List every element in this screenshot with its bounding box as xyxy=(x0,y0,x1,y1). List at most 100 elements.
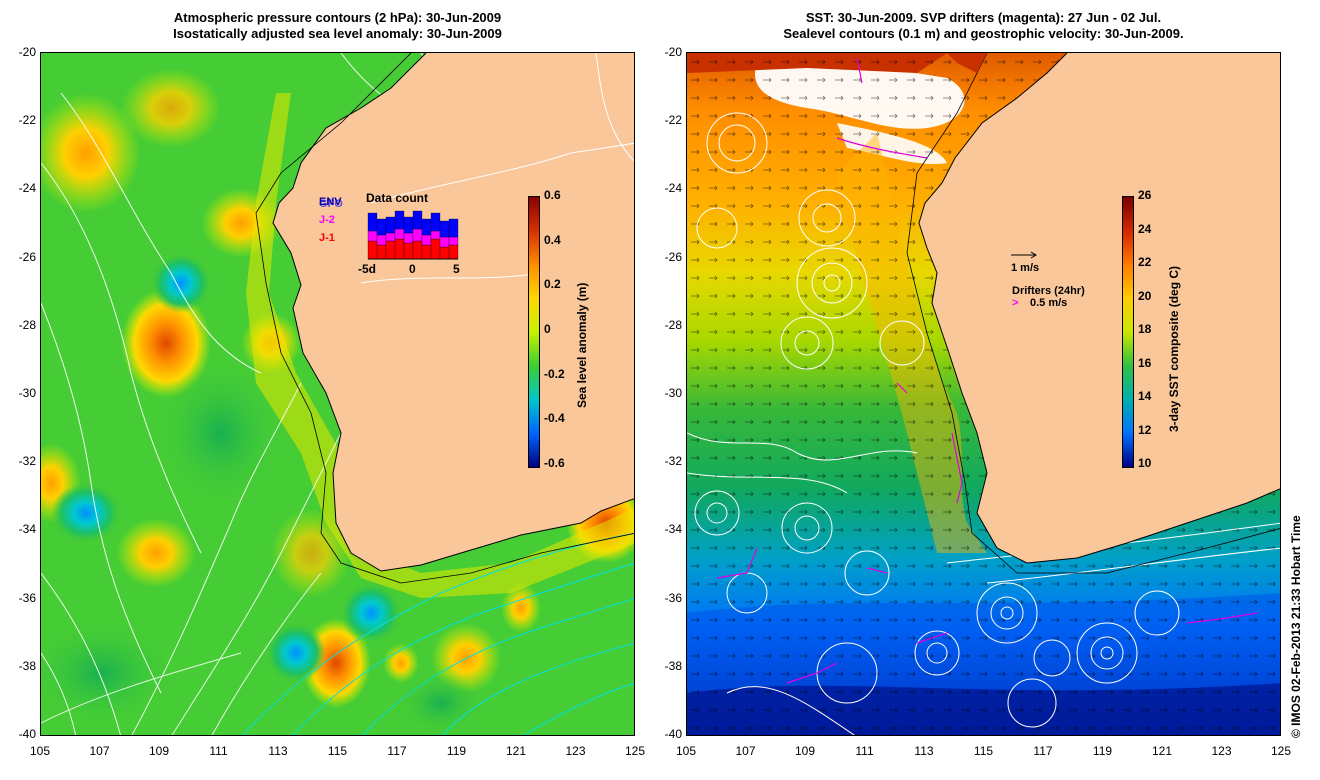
legend-gfo: GFO xyxy=(319,198,343,210)
left-colorbar-label: Sea level anomaly (m) xyxy=(575,282,589,408)
data-count-bar xyxy=(376,244,387,260)
data-count-inset xyxy=(367,210,459,260)
right-lat-tick: -40 xyxy=(664,727,682,741)
right-lat-tick: -22 xyxy=(664,113,682,128)
sea-level-anomaly-map xyxy=(41,53,634,735)
right-colorbar-tick: 24 xyxy=(1138,221,1152,236)
right-lon-tick: 105 xyxy=(675,744,697,758)
data-count-bar xyxy=(430,230,441,240)
right-colorbar-tick: 26 xyxy=(1138,188,1152,202)
data-count-bar xyxy=(448,218,459,238)
left-lat-tick: -24 xyxy=(18,181,36,196)
right-lat-tick: -30 xyxy=(664,386,682,400)
left-colorbar-tick: -0.4 xyxy=(544,411,565,426)
data-count-bar xyxy=(448,236,459,246)
legend-j1: J-1 xyxy=(319,232,335,244)
credit-text: © IMOS 02-Feb-2013 21:33 Hobart Time xyxy=(1289,515,1303,738)
drifter-key-value: 0.5 m/s xyxy=(1030,297,1068,309)
right-colorbar-tick: 12 xyxy=(1138,422,1152,437)
right-lon-tick: 115 xyxy=(973,744,994,758)
right-colorbar-tick: 10 xyxy=(1138,456,1152,470)
data-count-bar xyxy=(421,218,432,236)
right-colorbar-tick: 16 xyxy=(1138,355,1152,370)
data-count-bar xyxy=(394,228,405,240)
drifter-key-marker: > xyxy=(1012,297,1019,309)
right-lat-tick: -24 xyxy=(664,181,682,196)
data-count-bar xyxy=(403,232,414,244)
left-colorbar-tick: 0.2 xyxy=(544,277,561,292)
right-colorbar-tick: 22 xyxy=(1138,255,1152,269)
data-count-bar xyxy=(421,244,432,260)
right-lon-tick: 123 xyxy=(1211,744,1232,758)
data-count-bar xyxy=(448,244,459,260)
data-count-title: Data count xyxy=(366,191,429,205)
left-lat-tick: -36 xyxy=(18,590,36,605)
left-lat-tick: -30 xyxy=(18,386,36,400)
right-colorbar xyxy=(1122,196,1134,468)
data-count-bar xyxy=(385,240,396,260)
left-lon-tick: 107 xyxy=(89,744,110,758)
left-lon-tick: 113 xyxy=(268,744,288,758)
data-count-bar xyxy=(376,218,387,236)
data-count-bar xyxy=(439,246,450,260)
right-title-line2: Sealevel contours (0.1 m) and geostrophi… xyxy=(783,26,1184,41)
data-count-axis-0: 0 xyxy=(409,262,416,276)
legend-env: ENV xyxy=(319,196,342,208)
right-lon-tick: 111 xyxy=(855,744,874,758)
data-count-bar xyxy=(430,238,441,260)
right-lon-tick: 125 xyxy=(1270,744,1292,758)
data-count-bar xyxy=(385,216,396,234)
right-colorbar-tick: 20 xyxy=(1138,288,1152,303)
left-lat-tick: -22 xyxy=(18,113,36,128)
data-count-bar xyxy=(412,240,423,260)
right-colorbar-label: 3-day SST composite (deg C) xyxy=(1167,265,1181,432)
data-count-bar xyxy=(403,242,414,260)
left-lat-tick: -32 xyxy=(18,454,36,469)
data-count-bar xyxy=(385,232,396,242)
left-lon-tick: 109 xyxy=(148,744,170,758)
vector-key-label: 1 m/s xyxy=(1011,262,1040,274)
left-lon-tick: 117 xyxy=(387,744,407,758)
right-lat-tick: -38 xyxy=(664,658,682,673)
left-lat-tick: -34 xyxy=(18,522,36,537)
right-lon-tick: 109 xyxy=(794,744,816,758)
left-colorbar xyxy=(528,196,540,468)
left-lon-tick: 115 xyxy=(327,744,348,758)
data-count-bar xyxy=(394,238,405,260)
data-count-bar xyxy=(367,212,378,232)
left-lon-tick: 111 xyxy=(209,744,228,758)
right-lat-tick: -28 xyxy=(664,317,682,332)
australia-land xyxy=(273,53,634,571)
left-lon-tick: 119 xyxy=(446,744,467,758)
data-count-bar xyxy=(421,234,432,246)
right-colorbar-tick: 14 xyxy=(1138,389,1152,403)
data-count-axis-5: 5 xyxy=(453,262,460,276)
left-lon-tick: 125 xyxy=(624,744,646,758)
left-title-line2: Isostatically adjusted sea level anomaly… xyxy=(173,26,502,41)
data-count-bar xyxy=(367,230,378,242)
left-colorbar-tick: -0.6 xyxy=(544,456,565,470)
data-count-bar xyxy=(430,212,441,232)
data-count-bar xyxy=(394,210,405,230)
left-lat-tick: -38 xyxy=(18,658,36,673)
right-lon-tick: 119 xyxy=(1092,744,1113,758)
left-lon-tick: 121 xyxy=(505,744,527,758)
left-lat-tick: -26 xyxy=(18,249,36,264)
data-count-bar xyxy=(367,240,378,260)
left-lat-tick: -28 xyxy=(18,317,36,332)
data-count-bar xyxy=(412,210,423,230)
right-lat-tick: -20 xyxy=(664,45,682,59)
left-title-line1: Atmospheric pressure contours (2 hPa): 3… xyxy=(173,10,502,25)
left-lat-tick: -20 xyxy=(18,45,36,59)
left-lon-tick: 105 xyxy=(29,744,51,758)
left-colorbar-tick: 0.6 xyxy=(544,188,561,202)
right-lon-tick: 107 xyxy=(735,744,756,758)
left-title: Atmospheric pressure contours (2 hPa): 3… xyxy=(40,10,635,42)
data-count-axis-neg5: -5d xyxy=(358,262,376,276)
data-count-bar xyxy=(376,234,387,246)
left-lon-tick: 123 xyxy=(565,744,586,758)
left-lat-tick: -40 xyxy=(18,727,36,741)
drifter-key-title: Drifters (24hr) xyxy=(1012,285,1085,297)
data-count-bar xyxy=(412,228,423,242)
sst-map xyxy=(687,53,1280,735)
